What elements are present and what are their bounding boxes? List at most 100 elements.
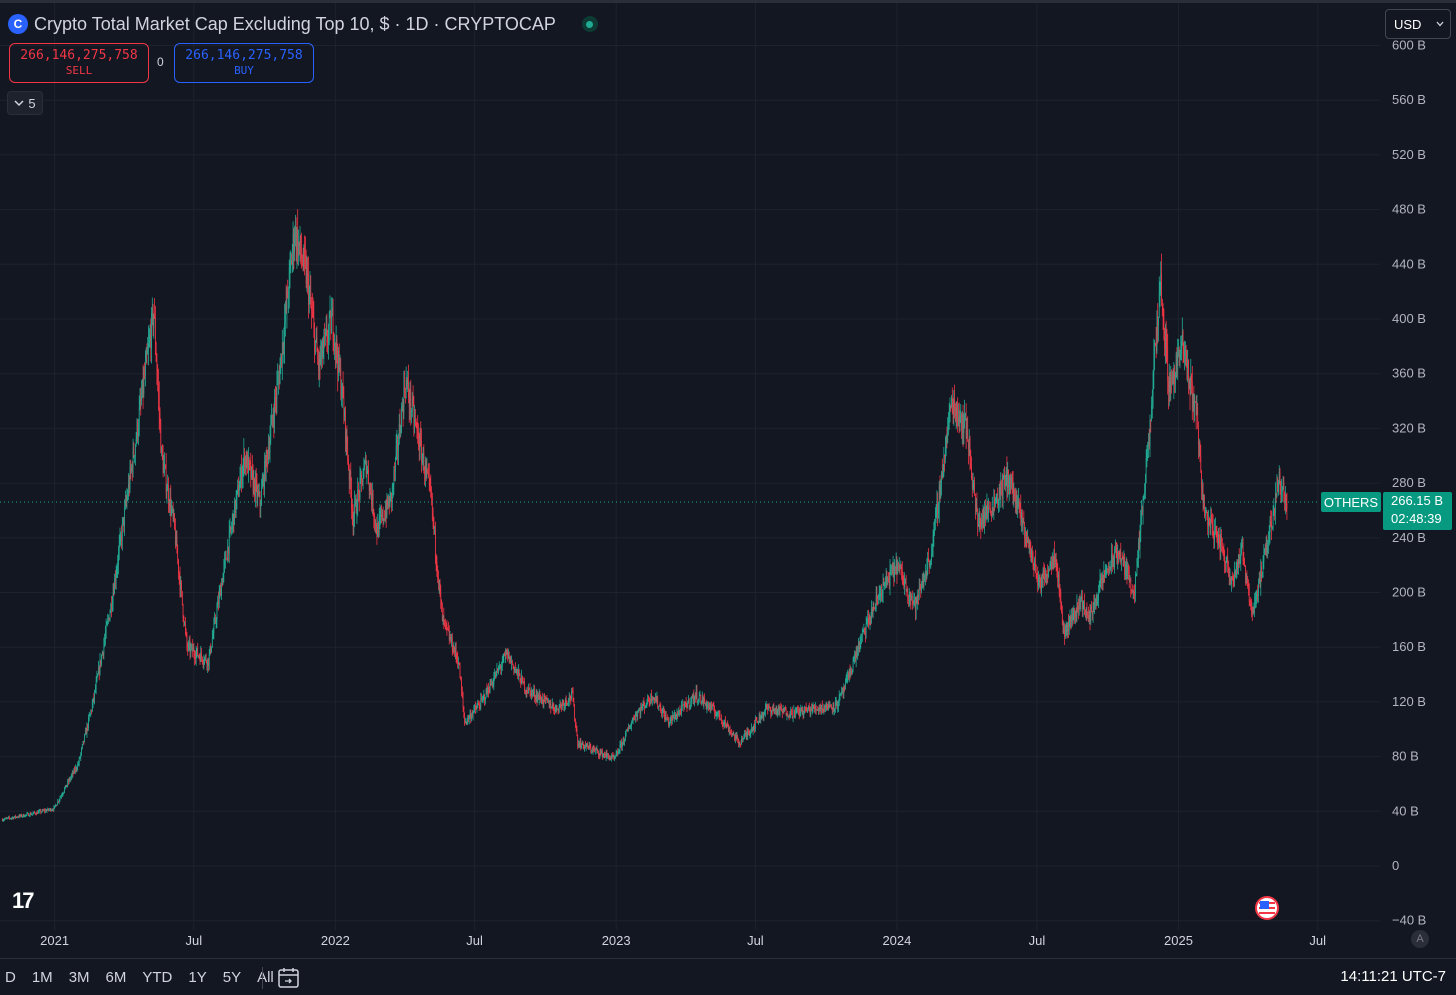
candle xyxy=(73,768,74,774)
candle xyxy=(273,404,274,439)
candle xyxy=(455,643,456,659)
session-clock[interactable]: 14:11:21 UTC-7 xyxy=(1340,959,1446,995)
candle xyxy=(946,435,947,457)
candle xyxy=(967,416,968,442)
candle xyxy=(927,558,928,579)
buy-button[interactable]: 266,146,275,758 BUY xyxy=(174,43,314,83)
candle xyxy=(492,681,493,689)
range-button-1y[interactable]: 1Y xyxy=(180,969,214,986)
candle xyxy=(676,714,677,720)
candle xyxy=(47,808,48,811)
indicators-toggle-button[interactable]: 5 xyxy=(7,91,43,115)
candle xyxy=(104,634,105,648)
candle xyxy=(745,730,746,737)
us-flag-events-icon[interactable] xyxy=(1255,896,1279,920)
candle xyxy=(984,500,985,533)
candle xyxy=(284,304,285,364)
candle xyxy=(675,712,676,720)
candle xyxy=(1070,609,1071,627)
candle xyxy=(163,455,164,473)
candle xyxy=(1131,589,1132,595)
candle xyxy=(563,700,564,706)
candle xyxy=(360,466,361,500)
candle xyxy=(793,705,794,717)
range-button-d[interactable]: D xyxy=(0,969,24,986)
candle xyxy=(146,347,147,363)
candle xyxy=(463,706,464,718)
candle xyxy=(1006,467,1007,486)
candle xyxy=(857,646,858,660)
candle xyxy=(80,756,81,759)
candle xyxy=(1064,623,1065,645)
range-button-ytd[interactable]: YTD xyxy=(134,969,180,986)
candle xyxy=(326,316,327,337)
candle xyxy=(283,342,284,355)
candle xyxy=(1195,401,1196,403)
candle xyxy=(646,703,647,708)
candle xyxy=(835,697,836,713)
candle xyxy=(578,740,579,748)
candle xyxy=(985,499,986,526)
candle xyxy=(217,596,218,609)
candle xyxy=(497,663,498,676)
candle xyxy=(187,642,188,656)
candle xyxy=(829,700,830,708)
candle xyxy=(454,646,455,657)
candle xyxy=(998,499,999,513)
candle xyxy=(237,479,238,494)
candle xyxy=(761,712,762,720)
candle xyxy=(194,650,195,665)
candle xyxy=(1070,615,1071,630)
candle xyxy=(237,490,238,510)
spread-value: 0 xyxy=(157,55,164,69)
calendar-goto-icon[interactable] xyxy=(276,966,302,990)
candle xyxy=(211,646,212,652)
candle xyxy=(823,708,824,712)
candle xyxy=(547,698,548,703)
candle xyxy=(145,350,146,386)
candle xyxy=(398,434,399,466)
market-status-icon[interactable] xyxy=(582,16,598,32)
candle xyxy=(287,287,288,329)
candle xyxy=(572,687,573,693)
candle xyxy=(350,463,351,498)
candle xyxy=(68,778,69,785)
range-button-3m[interactable]: 3M xyxy=(61,969,98,986)
candle xyxy=(777,706,778,716)
candle xyxy=(860,634,861,649)
candle xyxy=(430,477,431,492)
candle xyxy=(381,505,382,524)
tradingview-logo-icon[interactable]: 17 xyxy=(12,888,32,914)
symbol-header[interactable]: C Crypto Total Market Cap Excluding Top … xyxy=(8,10,598,38)
candle xyxy=(1073,608,1074,624)
candle xyxy=(173,502,174,521)
candle xyxy=(1216,526,1217,538)
candle xyxy=(1249,583,1250,606)
candle xyxy=(654,697,655,704)
candle xyxy=(1109,561,1110,574)
candle xyxy=(280,357,281,384)
candle xyxy=(723,722,724,729)
candle xyxy=(70,778,71,782)
candle xyxy=(223,573,224,585)
auto-scale-button[interactable]: A xyxy=(1411,930,1429,948)
candle xyxy=(383,507,384,528)
candle xyxy=(1169,364,1170,406)
candle xyxy=(1263,555,1264,578)
range-button-1m[interactable]: 1M xyxy=(24,969,61,986)
candle xyxy=(435,522,436,565)
candle xyxy=(957,397,958,432)
currency-select[interactable]: USD xyxy=(1385,9,1451,39)
range-button-6m[interactable]: 6M xyxy=(98,969,135,986)
candle xyxy=(488,683,489,698)
candle xyxy=(312,293,313,318)
sell-button[interactable]: 266,146,275,758 SELL xyxy=(9,43,149,83)
candle xyxy=(464,712,465,725)
candle xyxy=(323,337,324,359)
candle xyxy=(230,526,231,533)
candle xyxy=(856,646,857,667)
candle xyxy=(658,706,659,711)
range-button-5y[interactable]: 5Y xyxy=(215,969,249,986)
candle xyxy=(590,742,591,748)
